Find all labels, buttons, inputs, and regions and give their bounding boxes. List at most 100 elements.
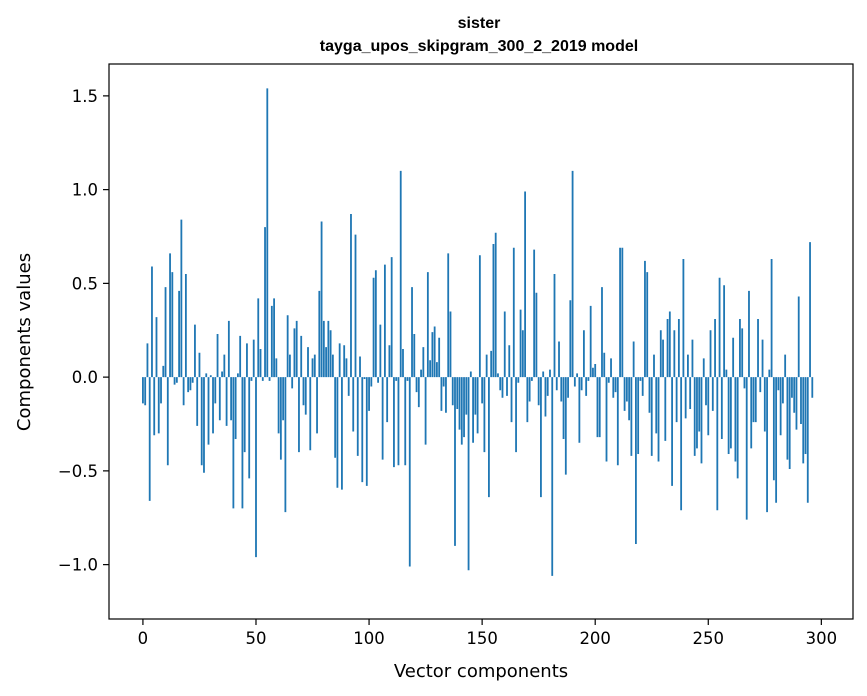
bar [524,191,526,378]
bar [666,319,669,378]
bar [729,377,732,449]
bar [447,253,450,378]
bar [802,377,805,464]
bar [248,377,251,479]
bar [546,377,549,396]
bar [644,260,646,378]
bar [752,377,755,423]
bar [331,354,334,378]
y-tick-label: 0.0 [72,368,98,387]
bar [540,377,542,498]
bar [467,377,470,571]
bar [637,377,640,455]
bar [562,377,565,440]
chart-title: sister [458,15,501,32]
bar [361,377,364,483]
bar [223,354,226,378]
y-tick-label: 1.0 [72,181,98,200]
bar [284,377,287,513]
bar [311,358,314,378]
bar [293,328,296,378]
bar [632,341,635,378]
bar [451,377,454,406]
bar [603,352,606,378]
bar [788,377,791,470]
bar [775,377,778,503]
bar [592,367,594,378]
bar [528,377,531,402]
bar [610,358,612,378]
bar-series [142,88,814,576]
x-axis-label: Vector components [394,661,568,682]
bar [363,377,366,380]
bar [650,377,653,456]
bar [537,377,540,406]
bar [433,326,436,378]
bar [142,377,144,404]
bar [232,377,235,509]
bar [736,377,739,479]
bar [521,330,524,378]
bar [454,377,456,546]
bar [501,377,504,398]
bar [761,339,764,378]
bar [264,227,266,378]
bar [191,377,194,383]
bar [576,373,579,378]
bar [368,377,370,411]
bar [205,373,208,378]
bar [582,330,585,378]
bar [662,339,664,378]
bar [313,354,316,378]
bar [797,296,800,378]
bar [417,377,420,408]
bar [298,377,300,453]
bar [472,377,474,443]
bar [515,377,517,453]
bar [526,377,529,423]
bar [356,377,359,456]
bar [289,354,291,378]
bar [304,377,307,415]
bar [675,377,678,423]
bar [777,377,780,391]
bar [714,319,716,378]
bar [499,377,502,391]
bar [578,377,581,443]
bar [169,253,171,378]
bar [157,377,160,434]
bar [490,350,493,378]
y-tick-label: 1.5 [72,87,98,106]
bar [255,377,257,558]
bar [374,270,377,378]
bar [203,377,205,473]
bar [399,170,402,378]
bar [200,377,203,466]
bar [809,242,811,378]
bar [180,219,183,378]
bar [352,377,355,432]
bar [395,377,398,381]
bar [320,221,323,378]
bar [739,319,741,378]
bar [171,272,174,378]
bar [329,330,332,378]
bar [221,371,223,378]
bar [415,377,418,393]
bar [616,377,619,466]
bar [350,214,352,378]
bar [786,377,789,460]
bar [639,377,642,381]
bar [492,244,495,378]
bar [759,377,762,393]
bar [691,339,694,378]
x-tick-label: 100 [353,629,385,648]
bar [406,377,409,381]
bar [684,377,687,419]
bar [279,377,282,460]
bar [587,377,590,381]
bar [709,330,712,378]
bar [705,377,707,406]
bar [261,377,264,381]
